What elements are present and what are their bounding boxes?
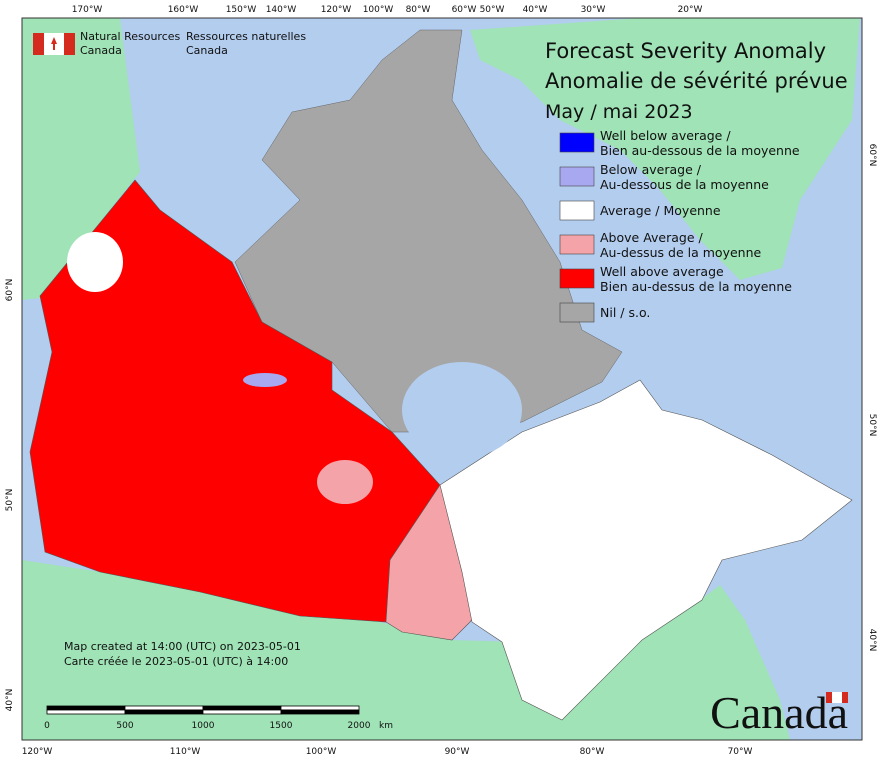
agency-en: Canada xyxy=(80,44,122,57)
longitude-label: 150°W xyxy=(226,5,257,15)
flag-band xyxy=(33,33,44,55)
longitude-label: 80°W xyxy=(580,747,605,757)
longitude-label: 160°W xyxy=(168,5,199,15)
agency-en: Natural Resources xyxy=(80,30,181,43)
legend-swatch xyxy=(559,132,595,153)
longitude-label: 40°W xyxy=(523,5,548,15)
longitude-label: 50°W xyxy=(480,5,505,15)
credit: Map created at 14:00 (UTC) on 2023-05-01 xyxy=(64,640,301,653)
longitude-label: 20°W xyxy=(678,5,703,15)
greenland xyxy=(470,18,860,280)
flag-band xyxy=(826,692,832,703)
longitude-label: 100°W xyxy=(363,5,394,15)
latitude-label: 60°N xyxy=(5,279,15,302)
scale-label: 500 xyxy=(116,721,133,731)
scale-segment xyxy=(280,705,360,711)
scale-segment xyxy=(280,709,360,715)
legend-swatch xyxy=(559,234,595,255)
legend-label: Above Average / xyxy=(600,230,703,245)
legend-label: Nil / s.o. xyxy=(600,305,650,320)
average-patch xyxy=(67,232,123,292)
longitude-label: 60°W xyxy=(452,5,477,15)
legend-label: Bien au-dessous de la moyenne xyxy=(600,143,800,158)
longitude-label: 140°W xyxy=(266,5,297,15)
legend-label: Bien au-dessus de la moyenne xyxy=(600,279,792,294)
longitude-label: 120°W xyxy=(22,747,53,757)
wordmark: Canada xyxy=(710,687,848,738)
longitude-label: 120°W xyxy=(321,5,352,15)
latitude-label: 40°N xyxy=(867,629,877,652)
legend-label: Au-dessus de la moyenne xyxy=(600,245,762,260)
map-border xyxy=(21,17,863,741)
latitude-label: 50°N xyxy=(867,414,877,437)
longitude-label: 110°W xyxy=(170,747,201,757)
legend-swatch xyxy=(559,268,595,289)
flag-band xyxy=(842,692,848,703)
scale-label: 1500 xyxy=(270,721,293,731)
legend-label: Average / Moyenne xyxy=(600,203,721,218)
scale-unit: km xyxy=(379,721,393,731)
hudson-bay xyxy=(402,362,522,458)
scale-segment xyxy=(46,705,126,711)
flag-field xyxy=(826,692,848,703)
flag-leaf xyxy=(51,37,57,50)
legend-label: Au-dessous de la moyenne xyxy=(600,177,769,192)
logo xyxy=(33,33,75,55)
longitude-label: 170°W xyxy=(72,5,103,15)
usa xyxy=(22,560,790,740)
longitude-label: 80°W xyxy=(406,5,431,15)
latitude-label: 40°N xyxy=(5,689,15,712)
legend-swatch xyxy=(559,200,595,221)
legend-label: Well above average xyxy=(600,264,724,279)
title: Forecast Severity Anomaly xyxy=(545,39,826,63)
scale-label: 0 xyxy=(44,721,50,731)
wordmark-flag xyxy=(826,692,848,703)
flag-band xyxy=(64,33,75,55)
longitude-label: 30°W xyxy=(581,5,606,15)
scale-segment xyxy=(124,709,204,715)
scale-segment xyxy=(202,709,282,715)
legend-swatch xyxy=(559,302,595,323)
quebec-atlantic xyxy=(439,379,853,721)
scale-label: 1000 xyxy=(192,721,215,731)
latitude-label: 60°N xyxy=(867,144,877,167)
above-patch xyxy=(317,460,373,504)
longitude-label: 100°W xyxy=(306,747,337,757)
latitude-label: 50°N xyxy=(5,489,15,512)
credit: Carte créée le 2023-05-01 (UTC) à 14:00 xyxy=(64,655,288,668)
scale-segment xyxy=(202,705,282,711)
agency-fr: Ressources naturelles xyxy=(186,30,306,43)
legend-label: Well below average / xyxy=(600,128,731,143)
alaska xyxy=(22,18,140,300)
longitude-label: 90°W xyxy=(445,747,470,757)
legend-swatch xyxy=(559,166,595,187)
lake xyxy=(243,373,287,387)
agency-fr: Canada xyxy=(186,44,228,57)
subtitle: May / mai 2023 xyxy=(545,101,693,123)
legend-label: Below average / xyxy=(600,162,702,177)
title: Anomalie de sévérité prévue xyxy=(545,69,848,93)
scale-segment xyxy=(46,709,126,715)
scale-segment xyxy=(124,705,204,711)
longitude-label: 70°W xyxy=(728,747,753,757)
scale-label: 2000 xyxy=(348,721,371,731)
